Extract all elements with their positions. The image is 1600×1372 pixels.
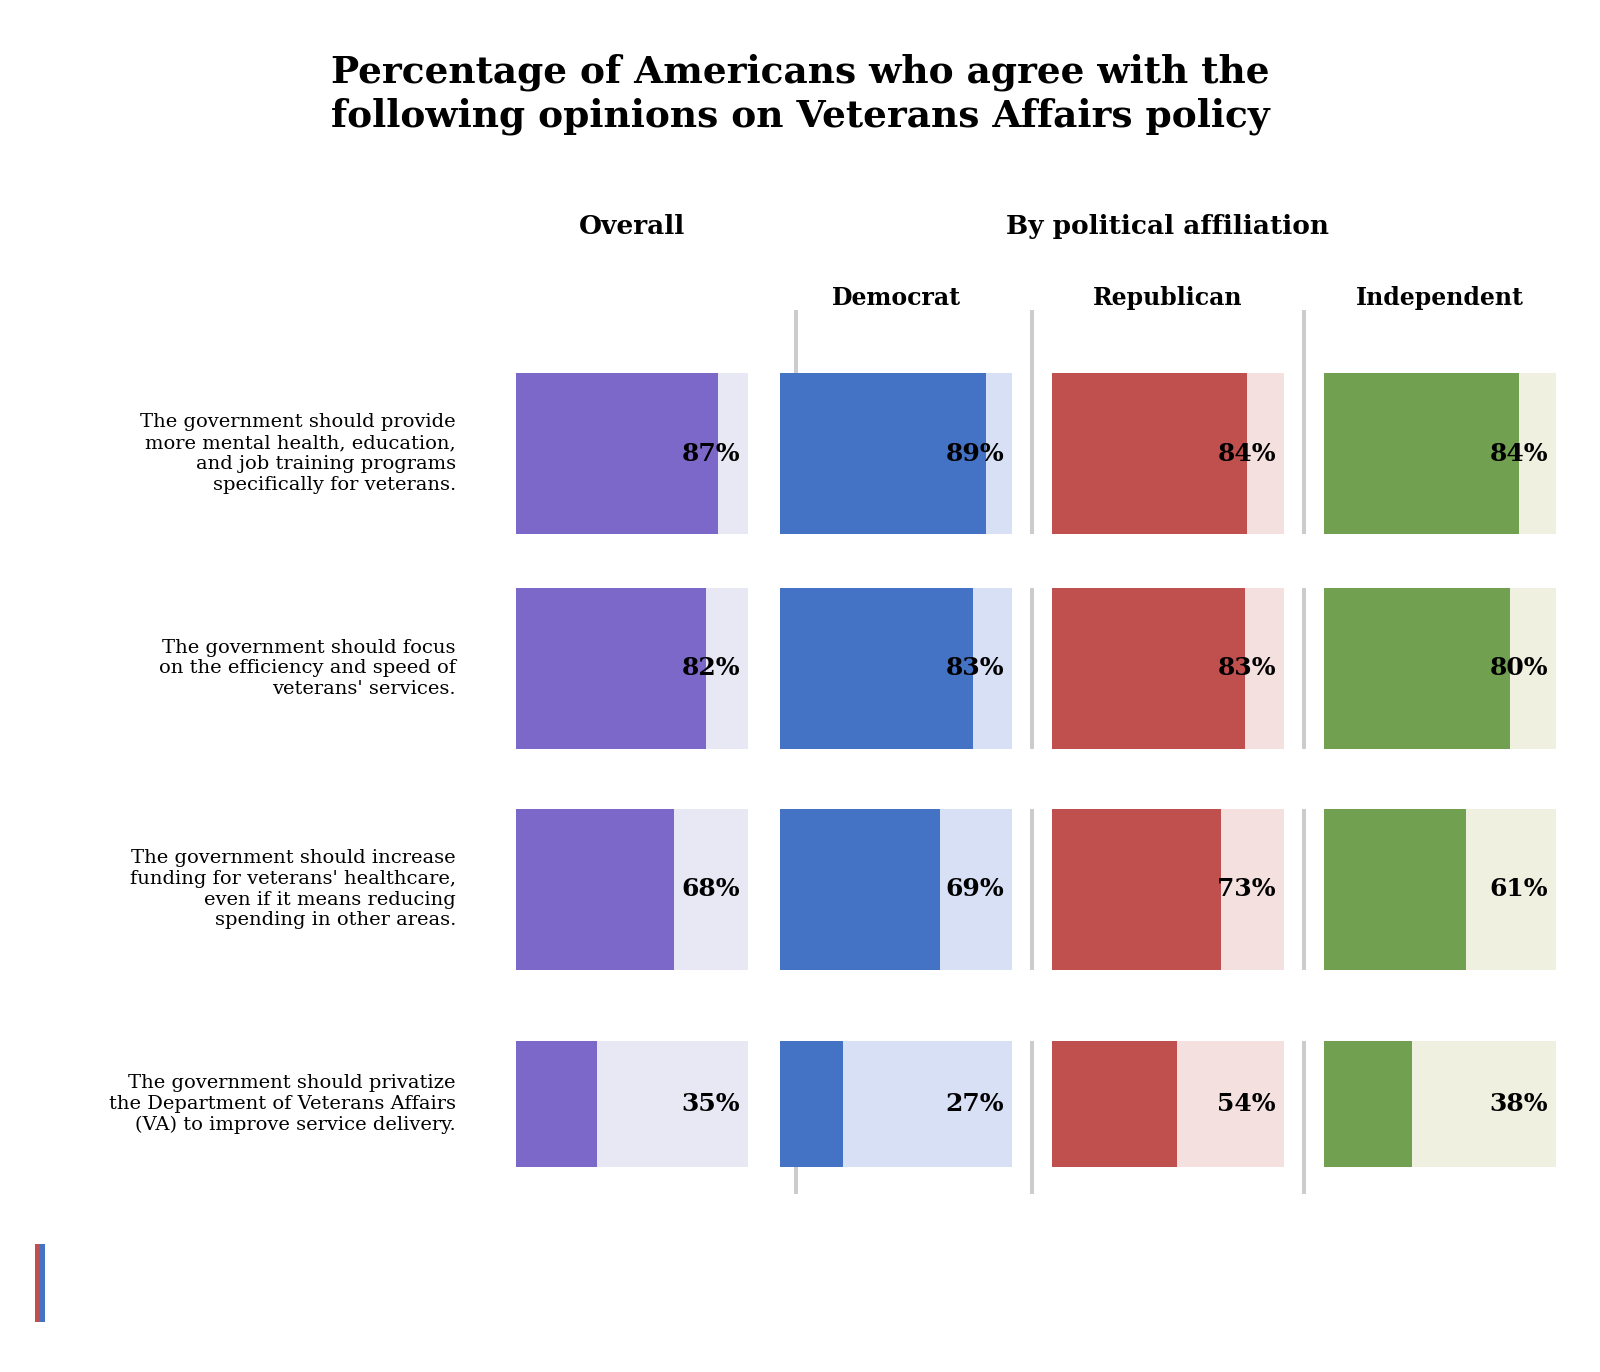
Text: 87%: 87% — [682, 442, 739, 465]
Text: 80%: 80% — [1490, 656, 1549, 681]
Text: Percentage of Americans who agree with the
following opinions on Veterans Affair: Percentage of Americans who agree with t… — [331, 54, 1269, 134]
Bar — [1302, 310, 1306, 1194]
Text: 54%: 54% — [1218, 1092, 1277, 1115]
Bar — [1053, 373, 1246, 534]
Bar — [781, 587, 1013, 749]
Text: 61%: 61% — [1490, 877, 1549, 901]
Bar — [1325, 587, 1555, 749]
Bar — [781, 1041, 843, 1166]
Text: By political affiliation: By political affiliation — [1006, 214, 1330, 239]
Bar — [515, 587, 706, 749]
Bar — [40, 1243, 45, 1323]
Bar — [515, 373, 749, 534]
Bar — [795, 310, 798, 1194]
Bar — [781, 808, 941, 970]
Text: ◆ Atticus: ◆ Atticus — [1267, 1257, 1536, 1309]
Text: 84%: 84% — [1490, 442, 1549, 465]
Text: Independent: Independent — [1357, 287, 1523, 310]
Text: 82%: 82% — [682, 656, 739, 681]
Bar — [781, 1041, 1013, 1166]
Bar — [1053, 587, 1245, 749]
Bar — [515, 808, 674, 970]
Bar — [515, 970, 1555, 1041]
Bar — [515, 587, 749, 749]
Text: 68%: 68% — [682, 877, 739, 901]
Bar — [781, 808, 1013, 970]
Bar — [1325, 373, 1555, 534]
Text: 84%: 84% — [1218, 442, 1277, 465]
Bar — [1325, 808, 1555, 970]
Text: Overall: Overall — [579, 214, 685, 239]
Text: Republican: Republican — [1093, 287, 1243, 310]
Bar — [515, 1041, 749, 1166]
Bar — [515, 749, 1555, 808]
Bar — [515, 1041, 597, 1166]
Bar — [1325, 1041, 1413, 1166]
Text: 83%: 83% — [946, 656, 1005, 681]
Text: The government should increase
funding for veterans' healthcare,
even if it mean: The government should increase funding f… — [130, 849, 456, 929]
Bar — [1030, 310, 1034, 1194]
Bar — [781, 373, 1013, 534]
Bar — [1053, 1041, 1283, 1166]
Bar — [1053, 587, 1283, 749]
Bar — [1053, 1041, 1178, 1166]
Bar — [1325, 373, 1518, 534]
Text: 35%: 35% — [682, 1092, 739, 1115]
Bar — [781, 587, 973, 749]
Bar — [1325, 1041, 1555, 1166]
Bar — [515, 534, 1555, 587]
Bar — [515, 808, 749, 970]
Text: 27%: 27% — [946, 1092, 1005, 1115]
Text: 69%: 69% — [946, 877, 1005, 901]
Bar — [1325, 587, 1510, 749]
Text: Source: Atticus Study: Source: Atticus Study — [61, 1270, 315, 1295]
Text: The government should privatize
the Department of Veterans Affairs
(VA) to impro: The government should privatize the Depa… — [109, 1074, 456, 1135]
Bar — [35, 1243, 40, 1323]
Text: 89%: 89% — [946, 442, 1005, 465]
Bar — [1053, 373, 1283, 534]
Text: 83%: 83% — [1218, 656, 1277, 681]
Text: The government should focus
on the efficiency and speed of
veterans' services.: The government should focus on the effic… — [158, 638, 456, 698]
Bar — [515, 373, 718, 534]
Bar — [1053, 808, 1221, 970]
Text: The government should provide
more mental health, education,
and job training pr: The government should provide more menta… — [141, 413, 456, 494]
Text: 73%: 73% — [1218, 877, 1277, 901]
Text: Democrat: Democrat — [832, 287, 960, 310]
Bar — [1053, 808, 1283, 970]
Bar — [1325, 808, 1466, 970]
Bar — [781, 373, 987, 534]
Text: 38%: 38% — [1490, 1092, 1549, 1115]
